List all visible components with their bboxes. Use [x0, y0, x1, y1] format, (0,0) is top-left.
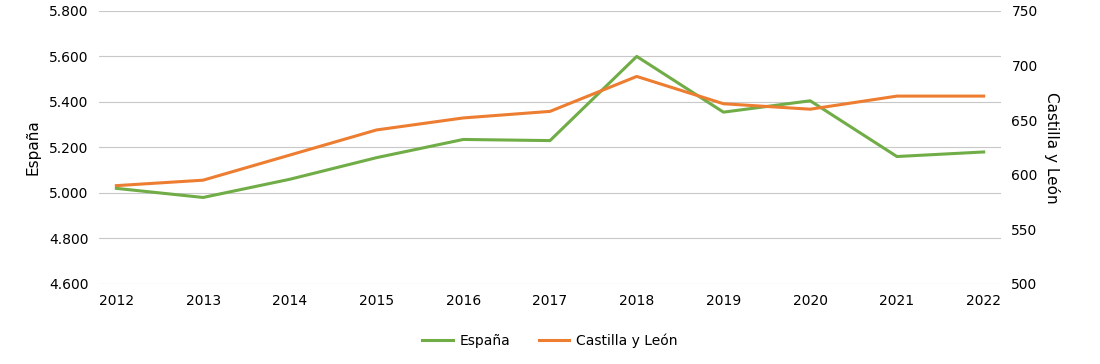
España: [717, 110, 730, 114]
España: [543, 138, 557, 143]
Castilla y León: [370, 128, 383, 132]
Castilla y León: [197, 178, 210, 182]
Line: España: España: [117, 56, 983, 197]
Castilla y León: [804, 107, 817, 111]
Castilla y León: [543, 109, 557, 114]
España: [804, 99, 817, 103]
España: [890, 154, 903, 159]
Castilla y León: [717, 102, 730, 106]
Y-axis label: Castilla y León: Castilla y León: [1044, 92, 1060, 203]
Legend: España, Castilla y León: España, Castilla y León: [417, 328, 683, 353]
Castilla y León: [110, 183, 123, 188]
España: [197, 195, 210, 199]
Castilla y León: [977, 94, 990, 98]
España: [283, 177, 296, 181]
Y-axis label: España: España: [25, 119, 41, 175]
España: [456, 137, 470, 142]
Castilla y León: [283, 153, 296, 157]
España: [630, 54, 644, 59]
Castilla y León: [890, 94, 903, 98]
España: [370, 155, 383, 160]
España: [110, 186, 123, 191]
Castilla y León: [456, 116, 470, 120]
España: [977, 150, 990, 154]
Castilla y León: [630, 74, 644, 79]
Line: Castilla y León: Castilla y León: [117, 76, 983, 186]
